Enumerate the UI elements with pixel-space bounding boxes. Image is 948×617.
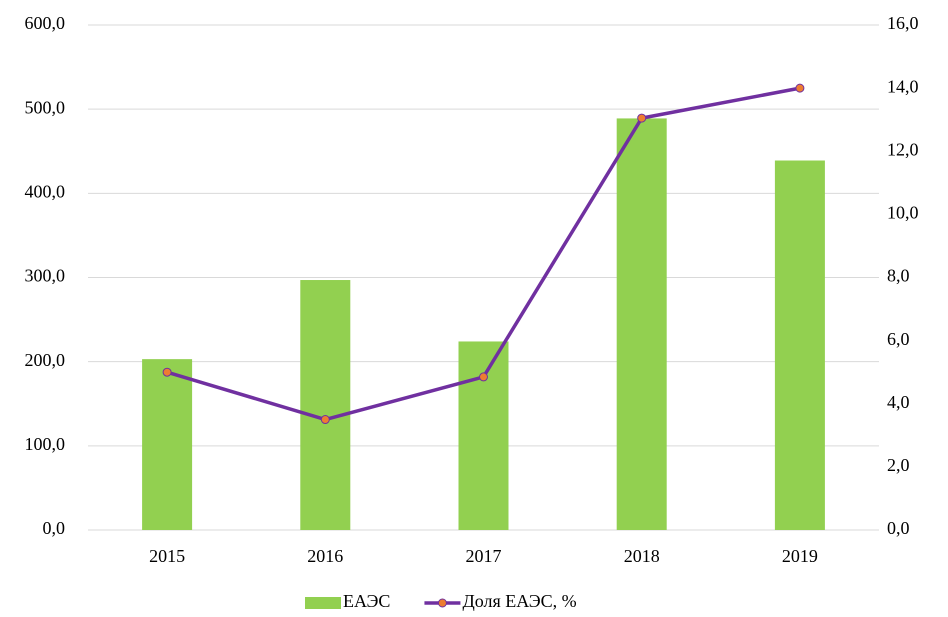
y2-tick-label: 10,0 (887, 203, 919, 223)
y-tick-label: 100,0 (25, 434, 66, 454)
y-tick-label: 200,0 (25, 350, 66, 370)
y2-tick-label: 0,0 (887, 518, 910, 538)
y2-tick-label: 14,0 (887, 76, 919, 96)
y2-tick-label: 2,0 (887, 455, 910, 475)
line-marker (795, 83, 805, 93)
y-tick-label: 500,0 (25, 97, 66, 117)
y2-tick-label: 8,0 (887, 266, 910, 286)
legend-swatch (305, 597, 341, 609)
bar (616, 118, 667, 531)
bar (458, 341, 509, 530)
y-tick-label: 400,0 (25, 181, 66, 201)
legend-label: Доля ЕАЭС, % (462, 591, 576, 611)
y2-tick-label: 16,0 (887, 13, 919, 33)
x-tick-label: 2018 (624, 546, 660, 566)
y-tick-label: 600,0 (25, 13, 66, 33)
bar (300, 280, 351, 530)
y2-tick-label: 4,0 (887, 392, 910, 412)
y2-tick-label: 6,0 (887, 329, 910, 349)
line-marker (162, 367, 172, 377)
y-tick-label: 300,0 (25, 266, 66, 286)
legend-marker (437, 598, 447, 608)
x-tick-label: 2015 (149, 546, 185, 566)
x-tick-label: 2019 (782, 546, 818, 566)
bar (774, 160, 825, 530)
x-tick-label: 2016 (307, 546, 343, 566)
legend-label: ЕАЭС (343, 591, 390, 611)
bar (142, 359, 193, 530)
y2-tick-label: 12,0 (887, 139, 919, 159)
x-tick-label: 2017 (466, 546, 502, 566)
line-marker (479, 372, 488, 382)
y-tick-label: 0,0 (43, 518, 66, 538)
line-marker (320, 415, 330, 425)
line-marker (637, 113, 647, 123)
